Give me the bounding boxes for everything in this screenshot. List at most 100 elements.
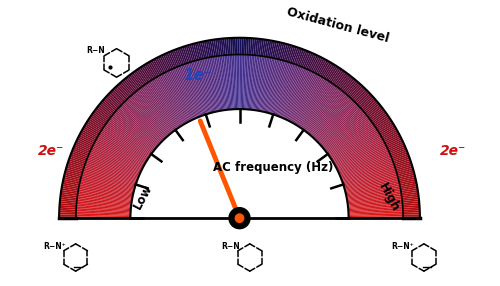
Wedge shape bbox=[348, 196, 402, 204]
Wedge shape bbox=[209, 57, 220, 111]
Wedge shape bbox=[64, 175, 80, 181]
Wedge shape bbox=[200, 59, 214, 112]
Wedge shape bbox=[78, 136, 94, 145]
Wedge shape bbox=[310, 56, 320, 72]
Wedge shape bbox=[348, 83, 360, 97]
Wedge shape bbox=[128, 97, 166, 138]
Wedge shape bbox=[76, 211, 130, 215]
Wedge shape bbox=[389, 145, 405, 153]
Wedge shape bbox=[232, 55, 236, 109]
Wedge shape bbox=[66, 166, 83, 172]
Wedge shape bbox=[86, 160, 138, 180]
Wedge shape bbox=[272, 41, 277, 58]
Wedge shape bbox=[348, 213, 403, 216]
Wedge shape bbox=[327, 66, 338, 81]
Wedge shape bbox=[402, 203, 419, 206]
Wedge shape bbox=[336, 72, 347, 87]
Wedge shape bbox=[402, 192, 418, 196]
Wedge shape bbox=[342, 78, 354, 92]
Wedge shape bbox=[400, 186, 417, 191]
Wedge shape bbox=[346, 184, 400, 196]
Wedge shape bbox=[63, 179, 80, 184]
Wedge shape bbox=[74, 143, 90, 152]
Wedge shape bbox=[60, 205, 76, 208]
Wedge shape bbox=[79, 184, 133, 196]
Wedge shape bbox=[124, 78, 136, 92]
Wedge shape bbox=[68, 161, 84, 168]
Wedge shape bbox=[139, 88, 173, 132]
Wedge shape bbox=[104, 98, 118, 110]
Wedge shape bbox=[301, 83, 333, 129]
Wedge shape bbox=[126, 77, 138, 91]
Wedge shape bbox=[110, 92, 122, 105]
Wedge shape bbox=[206, 41, 210, 57]
Wedge shape bbox=[65, 170, 82, 176]
Wedge shape bbox=[296, 49, 304, 65]
Wedge shape bbox=[73, 146, 90, 155]
Wedge shape bbox=[86, 158, 138, 179]
Wedge shape bbox=[78, 135, 94, 144]
Wedge shape bbox=[338, 147, 388, 172]
Wedge shape bbox=[259, 57, 270, 111]
Wedge shape bbox=[76, 201, 131, 208]
Wedge shape bbox=[344, 174, 398, 190]
Wedge shape bbox=[62, 184, 79, 189]
Wedge shape bbox=[126, 99, 165, 140]
Wedge shape bbox=[260, 57, 272, 111]
Wedge shape bbox=[165, 72, 191, 121]
Wedge shape bbox=[344, 79, 356, 93]
Wedge shape bbox=[118, 108, 159, 145]
Wedge shape bbox=[196, 60, 212, 113]
Wedge shape bbox=[92, 145, 142, 171]
Wedge shape bbox=[244, 55, 248, 109]
Wedge shape bbox=[304, 87, 338, 131]
Wedge shape bbox=[172, 50, 179, 67]
Wedge shape bbox=[64, 173, 81, 179]
Wedge shape bbox=[286, 70, 310, 120]
Wedge shape bbox=[178, 48, 186, 64]
Wedge shape bbox=[98, 135, 146, 164]
Wedge shape bbox=[103, 126, 150, 158]
Wedge shape bbox=[266, 59, 280, 112]
Wedge shape bbox=[390, 148, 406, 156]
Wedge shape bbox=[329, 125, 375, 157]
Wedge shape bbox=[278, 65, 300, 117]
Wedge shape bbox=[348, 208, 403, 212]
Wedge shape bbox=[392, 154, 408, 161]
Wedge shape bbox=[275, 42, 280, 59]
Wedge shape bbox=[97, 106, 112, 118]
Wedge shape bbox=[306, 89, 341, 133]
Wedge shape bbox=[150, 80, 181, 127]
Wedge shape bbox=[125, 100, 164, 140]
Wedge shape bbox=[340, 76, 351, 90]
Wedge shape bbox=[83, 169, 136, 187]
Wedge shape bbox=[278, 43, 284, 60]
Wedge shape bbox=[348, 199, 403, 207]
Wedge shape bbox=[85, 163, 137, 182]
Wedge shape bbox=[341, 158, 392, 179]
Wedge shape bbox=[309, 92, 345, 135]
Wedge shape bbox=[265, 40, 270, 57]
Wedge shape bbox=[70, 155, 86, 163]
Wedge shape bbox=[344, 172, 397, 189]
Wedge shape bbox=[402, 197, 419, 201]
Wedge shape bbox=[76, 206, 130, 211]
Wedge shape bbox=[306, 53, 314, 69]
Wedge shape bbox=[296, 78, 326, 126]
Wedge shape bbox=[371, 111, 386, 122]
Wedge shape bbox=[401, 190, 418, 194]
Wedge shape bbox=[212, 40, 216, 57]
Wedge shape bbox=[248, 55, 253, 110]
Text: High: High bbox=[376, 181, 402, 214]
Text: R−N⁺: R−N⁺ bbox=[392, 242, 414, 251]
Wedge shape bbox=[213, 39, 218, 56]
Wedge shape bbox=[264, 40, 268, 57]
Wedge shape bbox=[80, 179, 134, 193]
Wedge shape bbox=[129, 74, 140, 89]
Wedge shape bbox=[330, 68, 341, 83]
Wedge shape bbox=[79, 186, 132, 198]
Wedge shape bbox=[394, 161, 411, 168]
Wedge shape bbox=[84, 168, 136, 186]
Wedge shape bbox=[393, 155, 409, 163]
Wedge shape bbox=[292, 75, 320, 123]
